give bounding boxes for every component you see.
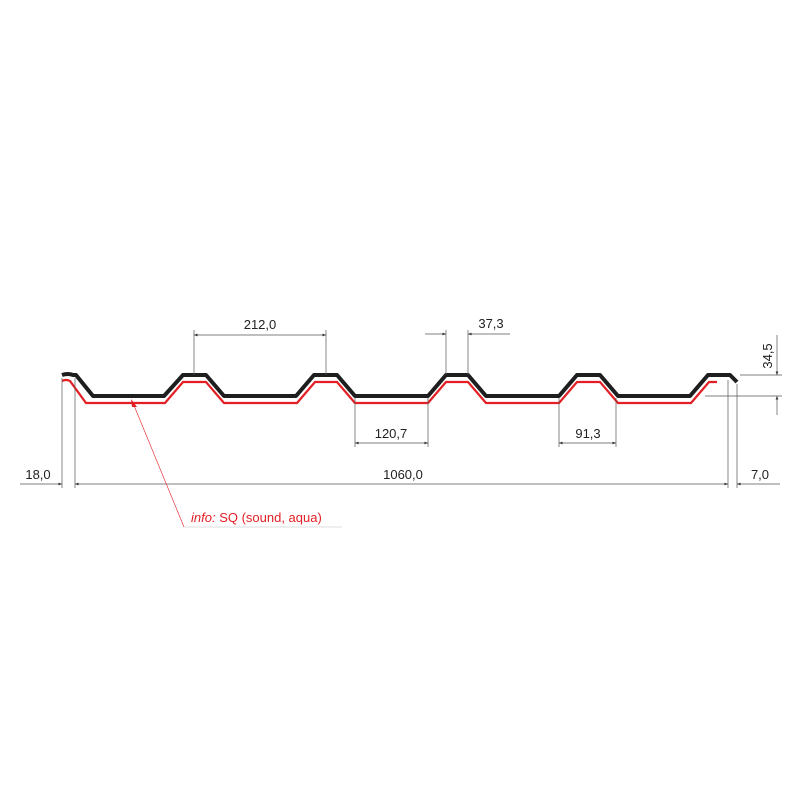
- dimension-overall: 18,0 1060,0 7,0: [20, 378, 780, 488]
- info-text: SQ (sound, aqua): [216, 510, 322, 525]
- sheet-profile: [61, 372, 739, 398]
- dimension-crest: 37,3: [425, 316, 510, 375]
- dimension-label-crest: 37,3: [478, 316, 503, 331]
- dimension-label-height: 34,5: [760, 343, 775, 368]
- dimension-valley: 120,7: [354, 398, 429, 447]
- svg-text:info: SQ (sound, aqua): info: SQ (sound, aqua): [191, 510, 322, 525]
- dimension-label-valley: 120,7: [375, 426, 408, 441]
- dimension-height: 34,5: [705, 335, 782, 415]
- dimension-pitch: 212,0: [193, 317, 327, 375]
- info-note: info: SQ (sound, aqua): [131, 399, 342, 528]
- liner-profile: [61, 378, 717, 405]
- dimension-label-right: 7,0: [751, 467, 769, 482]
- dimension-label-cover: 1060,0: [383, 467, 423, 482]
- dimension-label-left: 18,0: [25, 467, 50, 482]
- dimension-valley-bottom: 91,3: [558, 398, 617, 447]
- dimension-label-pitch: 212,0: [244, 317, 277, 332]
- info-prefix: info:: [191, 510, 216, 525]
- dimension-label-valley-bottom: 91,3: [575, 426, 600, 441]
